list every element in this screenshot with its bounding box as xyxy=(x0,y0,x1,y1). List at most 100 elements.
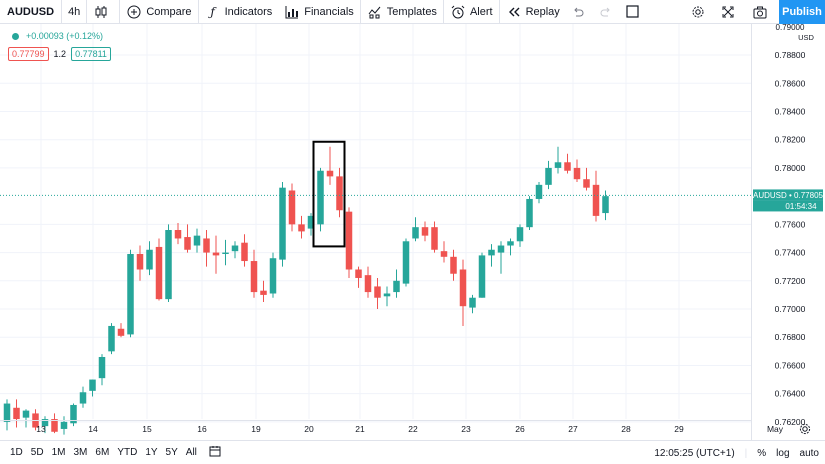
candle xyxy=(155,238,163,301)
alert-button[interactable]: Alert xyxy=(444,0,499,24)
compare-label: Compare xyxy=(146,5,192,18)
time-tick-label: 26 xyxy=(515,424,525,434)
time-tick-label: 21 xyxy=(355,424,365,434)
market-status-dot xyxy=(12,32,19,40)
candle xyxy=(545,160,552,190)
price-tick-label: 0.77600 xyxy=(775,219,806,229)
toolbar-divider xyxy=(498,0,500,24)
toolbar-divider xyxy=(359,0,361,24)
candle xyxy=(326,146,334,185)
range-1m[interactable]: 1M xyxy=(51,447,66,458)
interval-button[interactable]: 4h xyxy=(68,5,81,18)
candle xyxy=(317,167,324,232)
financials-button[interactable]: Financials xyxy=(278,0,360,24)
bottom-divider: | xyxy=(744,447,748,459)
layout-button[interactable] xyxy=(618,0,650,24)
price-tick-label: 0.76800 xyxy=(775,332,806,342)
candle xyxy=(250,249,258,298)
sell-price-button[interactable]: 0.77799 xyxy=(8,47,49,61)
time-axis: 13 14 15 16 19 20 21 22 23 26 27 28 29 May xyxy=(0,420,811,435)
candle xyxy=(355,266,362,288)
symbol-search[interactable]: AUDUSD xyxy=(7,5,55,18)
candle xyxy=(602,190,609,221)
highlight-rectangle[interactable] xyxy=(312,140,346,248)
gear-icon xyxy=(690,4,706,20)
range-6m[interactable]: 6M xyxy=(95,447,110,458)
time-tick-label: 14 xyxy=(88,424,98,434)
redo-button[interactable] xyxy=(594,0,622,24)
time-tick-label: 27 xyxy=(568,424,578,434)
price-tick-label: 0.76200 xyxy=(775,417,806,427)
range-1d[interactable]: 1D xyxy=(10,447,23,458)
candle xyxy=(412,217,419,242)
log-toggle[interactable]: log xyxy=(776,447,790,459)
candle xyxy=(193,228,201,253)
candle xyxy=(279,182,286,267)
price-axis-bg[interactable] xyxy=(751,24,825,440)
templates-icon xyxy=(367,4,383,20)
goto-date-button[interactable] xyxy=(205,445,225,460)
range-1y[interactable]: 1Y xyxy=(145,447,158,458)
toolbar-divider xyxy=(61,0,63,24)
camera-icon xyxy=(752,4,768,20)
candle xyxy=(516,224,524,247)
candle xyxy=(108,323,115,355)
chart-legend: +0.00093 (+0.12%) 0.77799 1.2 0.77811 xyxy=(8,30,111,61)
candle xyxy=(13,399,20,428)
candle xyxy=(336,167,343,218)
snapshot-button[interactable] xyxy=(745,0,779,24)
candle xyxy=(393,269,400,298)
candle xyxy=(146,241,153,276)
spread-value: 1.2 xyxy=(53,49,67,59)
candle xyxy=(345,207,353,278)
candle xyxy=(421,221,429,242)
candle xyxy=(364,266,372,298)
chart-canvas[interactable]: 0.78800 0.78600 0.78400 0.78200 0.78000 0.776… xyxy=(0,24,825,440)
candle xyxy=(241,234,248,267)
price-tick-label: 0.77200 xyxy=(775,276,806,286)
replay-button[interactable]: Replay xyxy=(500,0,566,24)
candle xyxy=(573,159,581,183)
candle xyxy=(288,183,296,232)
range-ytd[interactable]: YTD xyxy=(117,447,138,458)
candle xyxy=(165,224,172,302)
price-tick-label: 0.76600 xyxy=(775,360,806,370)
indicators-button[interactable]: ƒ Indicators xyxy=(199,0,279,24)
candle xyxy=(459,259,467,326)
auto-toggle[interactable]: auto xyxy=(799,447,819,459)
candle xyxy=(469,294,476,314)
candle xyxy=(174,222,182,245)
range-5d[interactable]: 5D xyxy=(30,447,44,458)
range-3m[interactable]: 3M xyxy=(73,447,88,458)
publish-button[interactable]: Publish xyxy=(779,0,825,24)
price-tick-label: 0.78800 xyxy=(775,50,806,60)
compare-button[interactable]: Compare xyxy=(120,0,197,24)
range-5y[interactable]: 5Y xyxy=(165,447,178,458)
time-tick-label: 20 xyxy=(304,424,314,434)
time-tick-label: 22 xyxy=(408,424,418,434)
toolbar-divider xyxy=(442,0,444,24)
chart-style-button[interactable] xyxy=(87,0,119,24)
templates-button[interactable]: Templates xyxy=(361,0,443,24)
candle xyxy=(22,409,30,428)
buy-price-button[interactable]: 0.77811 xyxy=(71,47,111,61)
candle xyxy=(269,252,277,298)
axis-settings-gear-icon[interactable] xyxy=(799,423,811,435)
expand-icon xyxy=(720,4,736,20)
grid-lines xyxy=(0,24,776,423)
undo-button[interactable] xyxy=(566,0,594,24)
price-tick-label: 0.78200 xyxy=(775,135,806,145)
percent-toggle[interactable]: % xyxy=(757,447,767,459)
settings-button[interactable] xyxy=(685,0,715,24)
clock-time[interactable]: 12:05:25 (UTC+1) xyxy=(654,447,735,459)
time-tick-label: 15 xyxy=(142,424,152,434)
time-tick-label: 28 xyxy=(621,424,631,434)
fullscreen-button[interactable] xyxy=(715,0,745,24)
last-price-label: AUDUSD • 0.77805 01:54:34 xyxy=(753,189,824,212)
bar-chart-icon xyxy=(284,4,300,20)
candle xyxy=(535,182,543,204)
candle xyxy=(117,323,125,338)
candle xyxy=(488,244,495,267)
alarm-clock-icon xyxy=(450,4,466,20)
range-all[interactable]: All xyxy=(185,447,197,458)
